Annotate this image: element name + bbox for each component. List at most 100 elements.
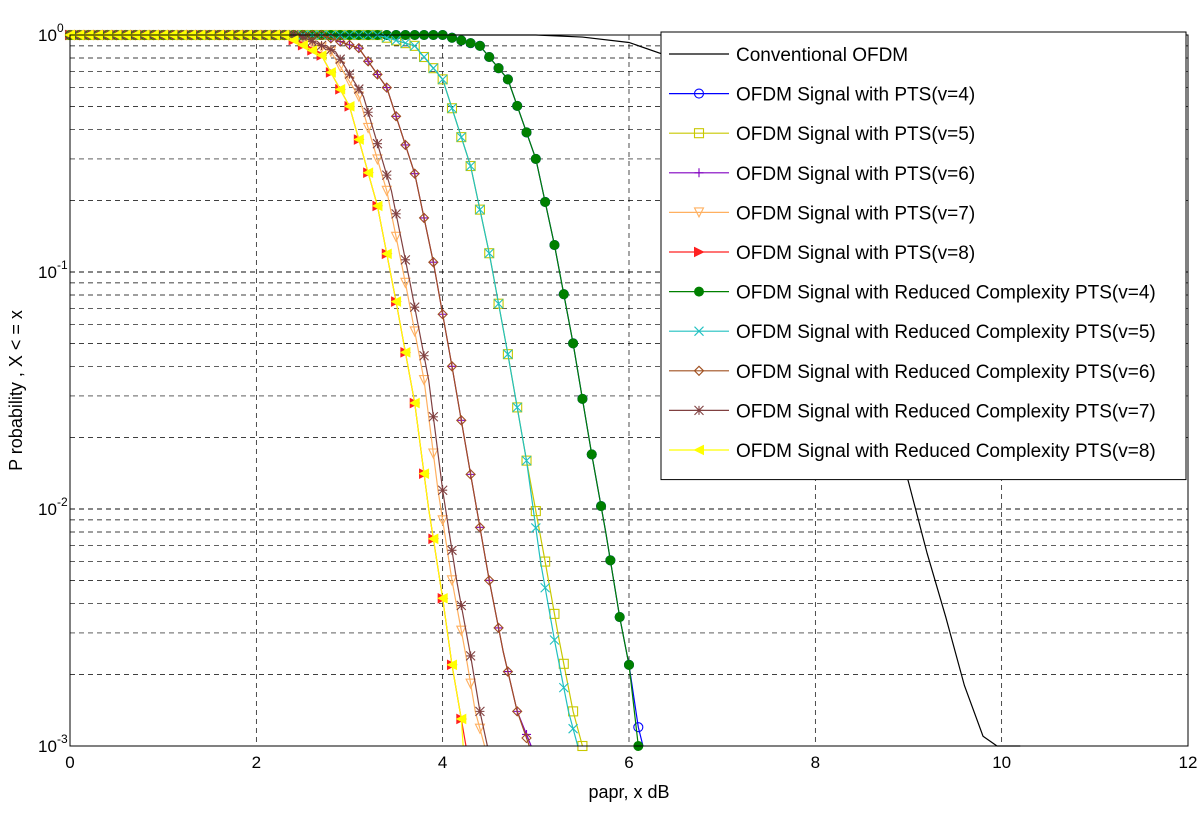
legend-label: Conventional OFDM — [736, 45, 908, 66]
data-point — [530, 506, 541, 517]
data-point — [381, 170, 392, 181]
data-point — [493, 298, 504, 309]
data-point — [400, 277, 411, 289]
y-tick-label: 10 — [38, 26, 57, 45]
x-tick-label: 10 — [992, 753, 1011, 772]
data-point — [287, 34, 299, 46]
data-point — [693, 88, 705, 99]
data-point — [362, 122, 374, 134]
x-tick-label: 0 — [65, 753, 74, 772]
data-point — [344, 69, 355, 80]
data-point — [307, 36, 318, 47]
data-point — [353, 84, 364, 94]
data-point — [465, 651, 476, 661]
data-point — [427, 448, 439, 460]
data-point — [437, 485, 448, 496]
data-point — [399, 347, 411, 358]
legend: Conventional OFDM OFDM Signal with PTS(v=… — [660, 31, 1187, 481]
data-point — [409, 168, 420, 179]
data-point — [474, 204, 485, 215]
data-point — [418, 375, 430, 386]
data-point — [437, 74, 448, 85]
data-point — [372, 138, 383, 149]
x-tick-label: 6 — [624, 753, 633, 772]
data-point — [418, 51, 430, 63]
data-point — [693, 444, 704, 456]
data-point — [390, 231, 402, 243]
data-point — [558, 289, 569, 300]
data-point — [427, 533, 439, 545]
data-point — [437, 74, 448, 85]
data-point — [400, 254, 411, 265]
data-point — [419, 52, 429, 62]
data-point — [446, 103, 458, 114]
data-point — [502, 74, 513, 85]
legend-label: OFDM Signal with PTS(v=7) — [736, 203, 975, 224]
data-point — [455, 713, 467, 725]
data-point — [391, 35, 401, 46]
y-tick-exponent: -2 — [57, 495, 68, 509]
data-point — [316, 29, 327, 41]
data-point — [614, 612, 625, 623]
data-point — [475, 706, 485, 717]
data-point — [474, 522, 486, 533]
y-tick-label: 10 — [38, 500, 57, 519]
data-point — [456, 35, 467, 46]
data-point — [577, 393, 588, 404]
y-axis-label: P robability , X < = x — [6, 310, 26, 471]
data-point — [297, 39, 308, 51]
data-point — [465, 38, 476, 49]
data-point — [549, 239, 560, 250]
legend-label: OFDM Signal with Reduced Complexity PTS(… — [736, 322, 1156, 343]
data-point — [391, 208, 401, 219]
data-point — [343, 101, 355, 112]
data-point — [315, 50, 327, 61]
data-point — [633, 722, 644, 733]
data-point — [493, 63, 504, 74]
data-point — [530, 523, 541, 533]
legend-entry: OFDM Signal with Reduced Complexity PTS(… — [669, 283, 1156, 304]
data-point — [446, 575, 458, 587]
data-point — [512, 402, 523, 413]
data-point — [693, 128, 705, 139]
data-point — [418, 212, 430, 224]
data-point — [362, 56, 374, 67]
data-point — [530, 153, 541, 164]
data-point — [419, 350, 429, 361]
data-point — [694, 246, 705, 258]
data-point — [474, 40, 485, 51]
data-point — [521, 455, 532, 466]
data-point — [484, 52, 495, 63]
data-point — [558, 682, 569, 693]
series-line — [70, 34, 488, 747]
data-point — [353, 42, 365, 54]
legend-label: OFDM Signal with Reduced Complexity PTS(… — [736, 283, 1156, 304]
y-tick-exponent: -1 — [57, 258, 68, 272]
data-point — [693, 365, 705, 377]
data-point — [372, 69, 383, 80]
data-point — [381, 248, 392, 260]
data-point — [475, 204, 485, 215]
data-point — [512, 100, 523, 111]
data-point — [521, 732, 532, 744]
data-point — [493, 622, 504, 634]
y-tick-exponent: -3 — [57, 732, 68, 746]
y-tick-exponent: 0 — [57, 21, 64, 35]
data-point — [409, 40, 420, 51]
data-point — [437, 308, 448, 320]
data-point — [306, 45, 318, 56]
data-point — [502, 349, 513, 360]
data-point — [409, 397, 420, 409]
y-tick-label: 10 — [38, 263, 57, 282]
legend-entry: OFDM Signal with Reduced Complexity PTS(… — [669, 441, 1156, 462]
data-point — [586, 449, 597, 460]
legend-entry: OFDM Signal with PTS(v=4) — [669, 85, 975, 106]
data-point — [447, 103, 457, 114]
data-point — [596, 501, 607, 512]
legend-label: OFDM Signal with PTS(v=8) — [736, 243, 975, 264]
data-point — [437, 515, 449, 527]
data-point — [693, 207, 705, 219]
